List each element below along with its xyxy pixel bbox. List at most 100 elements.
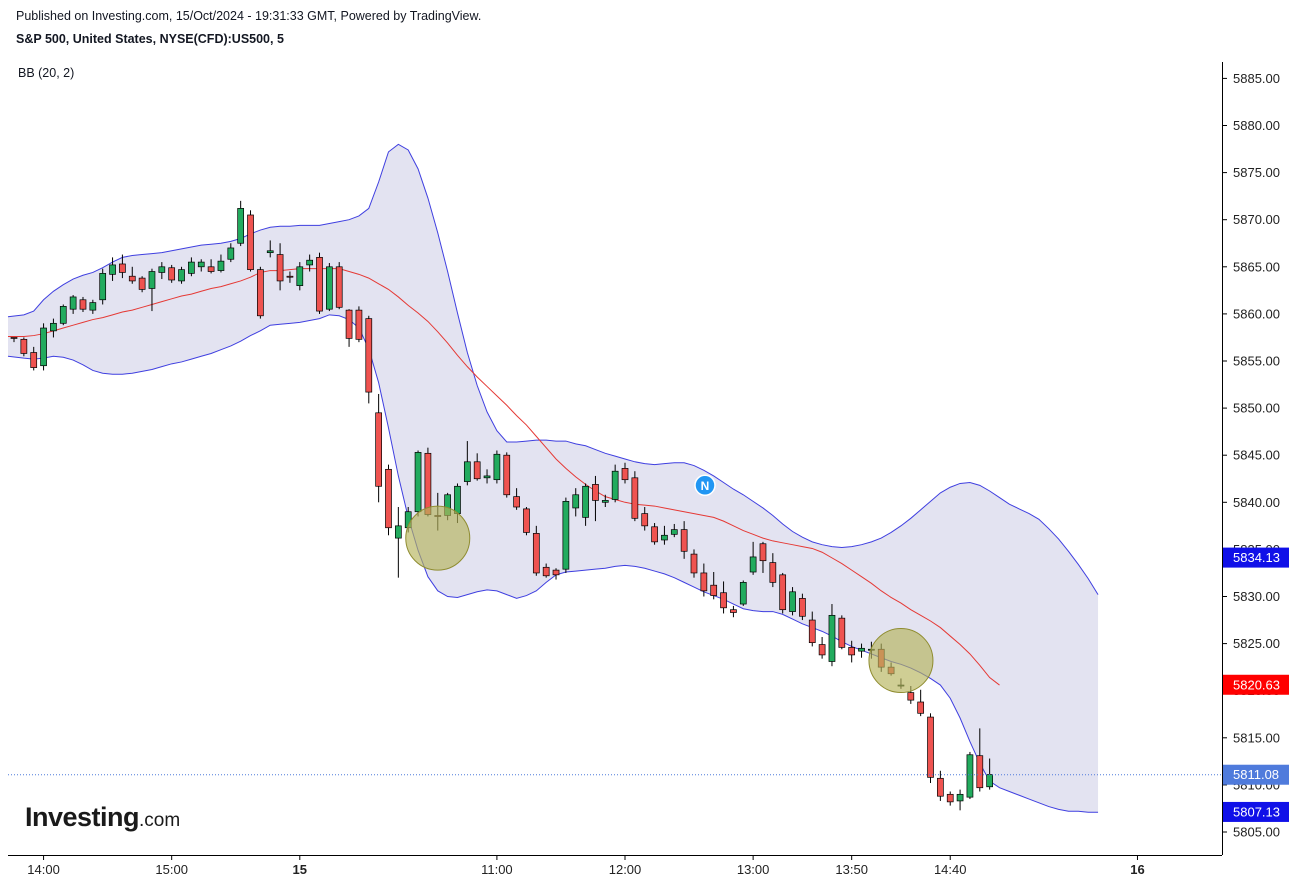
candle-body	[138, 277, 146, 290]
candle-body	[779, 574, 787, 611]
candle	[710, 572, 718, 600]
candle-body	[818, 644, 826, 656]
candle-body	[552, 569, 560, 576]
candle-body	[276, 254, 284, 282]
candle-body	[454, 485, 461, 514]
candle	[483, 469, 491, 484]
candle	[168, 264, 176, 283]
price-tag-lower: 5807.13	[1223, 801, 1289, 822]
candle	[582, 483, 589, 526]
candle	[848, 640, 856, 663]
annotations: N	[405, 474, 934, 694]
candle	[10, 337, 18, 343]
candle	[572, 488, 580, 517]
candle-body	[749, 556, 757, 573]
candle-body	[237, 208, 245, 244]
candle	[641, 507, 649, 531]
candle-body	[611, 470, 619, 500]
candle-body	[621, 468, 629, 481]
indicator-label[interactable]: BB (20, 2)	[18, 66, 75, 80]
candle	[956, 789, 964, 811]
candle-body	[30, 352, 38, 368]
candle-body	[759, 543, 767, 562]
candle	[178, 266, 185, 284]
candle	[670, 523, 678, 538]
band-fill	[8, 144, 1099, 813]
candle-body	[414, 452, 422, 513]
x-tick-label: 15:00	[155, 862, 188, 877]
candle-body	[306, 259, 313, 266]
candle-body	[247, 214, 254, 270]
candle	[838, 615, 846, 650]
candle-body	[266, 250, 274, 254]
candle-body	[326, 266, 333, 310]
candle	[601, 494, 609, 508]
candle	[592, 475, 599, 522]
candle	[365, 315, 373, 404]
y-tick-label: 5815.00	[1233, 730, 1280, 745]
y-tick-label: 5885.00	[1233, 71, 1280, 86]
candle-body	[858, 647, 865, 652]
band-basis-line	[8, 268, 1000, 686]
candle-body	[10, 337, 18, 339]
candle-body	[128, 275, 136, 282]
logo-main: Investing	[25, 802, 140, 832]
candle-body	[345, 309, 353, 339]
candle	[316, 252, 323, 314]
candle	[335, 262, 343, 310]
candle	[306, 254, 313, 272]
candle	[345, 309, 353, 347]
candle-body	[493, 453, 501, 481]
investing-logo: Investing.com	[25, 802, 180, 833]
candle	[631, 471, 639, 522]
candle-body	[720, 592, 727, 609]
news-marker-label: N	[701, 479, 710, 493]
candle	[385, 464, 392, 536]
x-tick-label: 12:00	[609, 862, 642, 877]
candle	[779, 572, 787, 614]
candle	[326, 263, 333, 312]
y-tick-label: 5825.00	[1233, 636, 1280, 651]
candle-body	[631, 477, 639, 519]
candle-body	[789, 591, 796, 612]
candle-body	[670, 529, 678, 535]
candle-body	[365, 318, 373, 393]
candle-body	[572, 494, 580, 509]
candle-body	[89, 302, 97, 311]
candle-body	[661, 534, 668, 541]
candle	[50, 318, 57, 338]
published-line: Published on Investing.com, 15/Oct/2024 …	[16, 9, 482, 23]
y-tick-label: 5840.00	[1233, 495, 1280, 510]
candle-body	[907, 692, 915, 701]
candle-body	[385, 468, 392, 529]
candle	[188, 257, 195, 277]
candle-body	[40, 327, 47, 367]
price-tag-bg	[1223, 547, 1289, 568]
candle-body	[769, 562, 777, 583]
candle-body	[690, 553, 698, 574]
candle-body	[838, 617, 846, 648]
candle-body	[582, 485, 589, 518]
y-tick-label: 5860.00	[1233, 306, 1280, 321]
candle	[611, 464, 619, 503]
candle	[375, 393, 382, 503]
candle	[966, 751, 974, 800]
candle	[148, 268, 156, 312]
candle	[937, 770, 944, 801]
highlight-circle	[868, 628, 934, 694]
candle	[503, 452, 511, 498]
candle-body	[927, 716, 934, 778]
y-tick-label: 5845.00	[1233, 448, 1280, 463]
bollinger-band	[7, 143, 1099, 813]
price-tag-bg	[1223, 764, 1289, 785]
candle-body	[966, 754, 974, 798]
price-tag-label: 5811.08	[1233, 767, 1279, 782]
candle-body	[119, 263, 126, 273]
candle	[128, 266, 136, 284]
candle-body	[355, 309, 363, 340]
candle	[562, 497, 570, 573]
candle	[247, 210, 254, 272]
candle	[818, 637, 826, 659]
price-tag-bg	[1223, 801, 1289, 822]
